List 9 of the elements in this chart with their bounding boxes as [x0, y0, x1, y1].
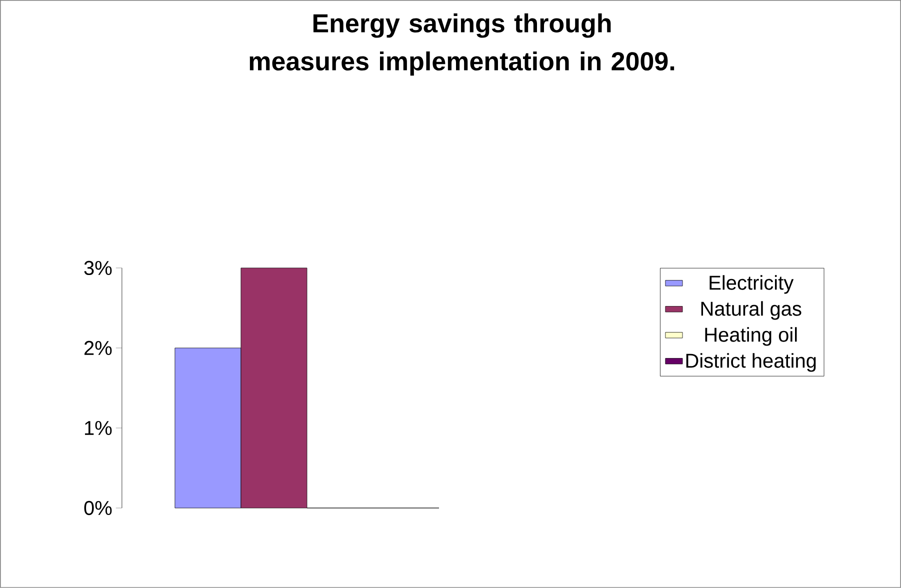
y-tick-label: 3%	[84, 260, 112, 276]
legend-label: District heating	[686, 353, 816, 372]
chart-title: Energy savings through measures implementation in 2009.	[250, 13, 674, 76]
legend-label: Natural gas	[701, 301, 802, 320]
legend-label: Electricity	[710, 275, 794, 294]
legend-label: Heating oil	[705, 327, 797, 346]
y-tick-label: 2%	[84, 340, 112, 356]
y-tick-label: 1%	[85, 421, 112, 436]
y-tick-label: 0%	[84, 500, 112, 516]
